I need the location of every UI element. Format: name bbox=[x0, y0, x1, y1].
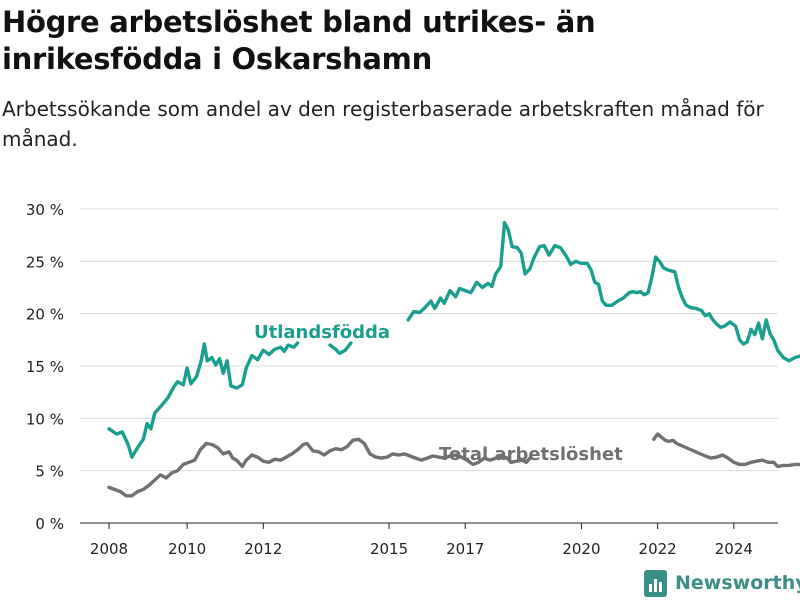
series-name-label-utlandsfodda: Utlandsfödda bbox=[254, 322, 390, 343]
chart-title: Högre arbetslöshet bland utrikes- än inr… bbox=[2, 5, 596, 76]
y-tick-label: 25 % bbox=[26, 253, 64, 271]
y-tick-label: 20 % bbox=[26, 306, 64, 324]
logo-text: Newsworthy bbox=[675, 572, 800, 594]
y-tick-label: 30 % bbox=[26, 201, 64, 219]
x-tick-label: 2017 bbox=[446, 540, 484, 558]
bar-chart-icon bbox=[644, 569, 667, 597]
y-tick-label: 5 % bbox=[35, 463, 64, 481]
x-axis: 2008 2010 2012 2015 2017 2020 2022 2024 bbox=[90, 523, 753, 558]
series-line-total bbox=[652, 432, 800, 469]
x-tick-label: 2020 bbox=[562, 540, 600, 558]
gridlines bbox=[80, 208, 778, 524]
series-line-utlandsfodda bbox=[107, 341, 300, 459]
series-lines bbox=[107, 220, 800, 498]
chart-subtitle: Arbetssökande som andel av den registerb… bbox=[2, 97, 764, 151]
series-labels: 17 %Utlandsfödda6,1 %Total arbetslöshet bbox=[254, 322, 623, 465]
x-tick-label: 2024 bbox=[715, 540, 753, 558]
x-tick-label: 2012 bbox=[244, 540, 282, 558]
y-tick-label: 10 % bbox=[26, 410, 64, 428]
y-tick-label: 15 % bbox=[26, 358, 64, 376]
x-tick-label: 2008 bbox=[90, 540, 128, 558]
series-line-utlandsfodda bbox=[406, 220, 800, 363]
newsworthy-logo: Newsworthy bbox=[644, 568, 800, 598]
series-line-total bbox=[107, 437, 532, 498]
y-axis: 0 % 5 % 10 % 15 % 20 % 25 % 30 % bbox=[26, 201, 64, 533]
x-tick-label: 2022 bbox=[639, 540, 677, 558]
series-line-utlandsfodda bbox=[328, 341, 353, 356]
series-name-label-total: Total arbetslöshet bbox=[439, 444, 623, 465]
x-tick-label: 2015 bbox=[370, 540, 408, 558]
y-tick-label: 0 % bbox=[35, 515, 64, 533]
x-tick-label: 2010 bbox=[168, 540, 206, 558]
